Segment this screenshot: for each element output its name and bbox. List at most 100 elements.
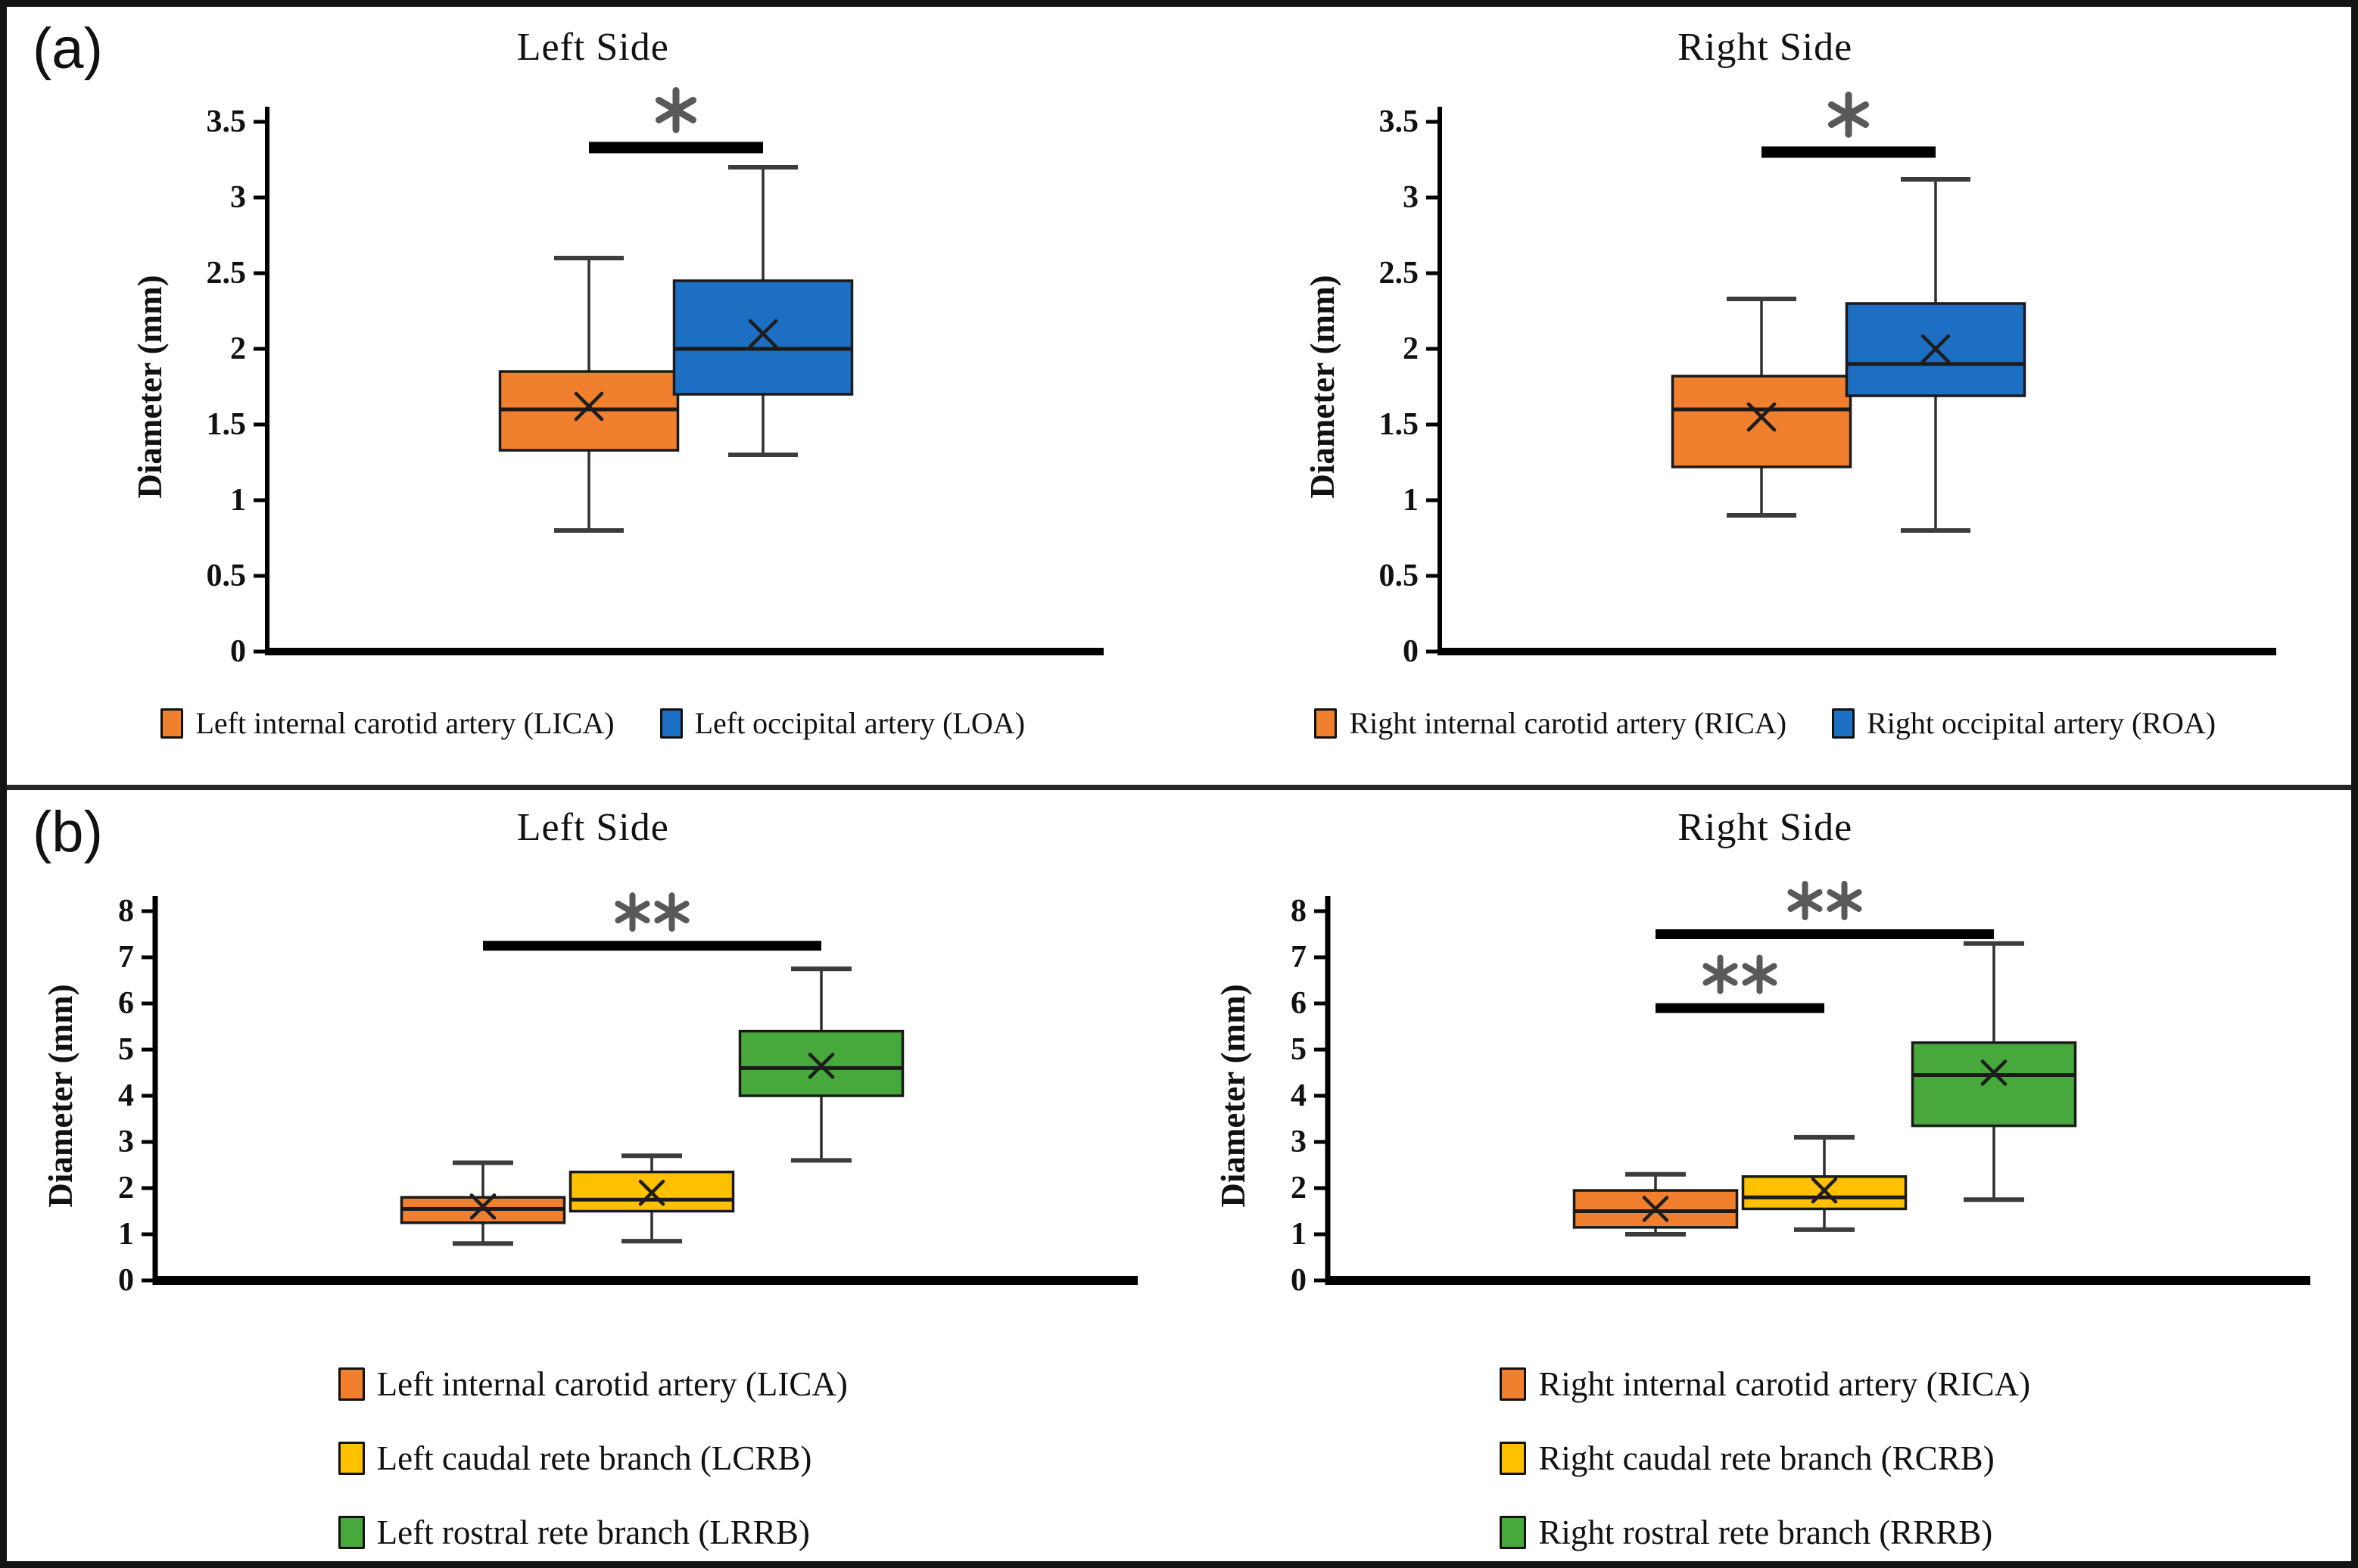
y-tick-label: 2	[1403, 331, 1419, 366]
panel-a-label: (a)	[33, 17, 103, 81]
asterisk-stroke	[1827, 101, 1869, 128]
y-tick-label: 2.5	[207, 256, 247, 291]
legend-swatch	[338, 1516, 365, 1549]
boxplot-b-left: 0 1 2 3 4 5 6 7 8 Diameter (mm)	[42, 892, 1139, 1298]
panel-b: (b) Left Side 0 1 2 3 4 5 6 7 8 Diameter (mm) Lef…	[7, 790, 2351, 1561]
mean-marker	[749, 319, 778, 349]
y-tick-label: 5	[118, 1032, 134, 1067]
y-tick-label: 1	[1291, 1217, 1307, 1252]
legend-item: Right internal carotid artery (RICA)	[1314, 705, 1786, 741]
plot-title-b-left: Left Side	[516, 806, 669, 849]
y-tick-label: 0.5	[1378, 558, 1419, 593]
y-tick-label: 0.5	[207, 558, 247, 593]
box-series	[499, 256, 680, 533]
legend-item: Right internal carotid artery (RICA)	[1500, 1364, 2030, 1404]
boxplot-b-right: 0 1 2 3 4 5 6 7 8 Diameter (mm)	[1214, 881, 2310, 1298]
y-tick-label: 1.5	[207, 407, 247, 442]
y-tick-label: 3	[1403, 180, 1419, 215]
significance-asterisk	[656, 87, 697, 133]
y-tick-label: 2.5	[1378, 256, 1419, 291]
box-series	[673, 165, 854, 457]
y-tick-label: 4	[1291, 1078, 1307, 1113]
y-tick-label: 0	[1291, 1263, 1307, 1298]
mean-marker	[808, 1053, 835, 1079]
legend-a-left: Left internal carotid artery (LICA) Left …	[160, 705, 1025, 741]
legend-label: Left internal carotid artery (LICA)	[376, 1365, 848, 1403]
boxplot-a-right: 0 0.5 1 1.5 2 2.5 3 3.5 Diameter (mm)	[1304, 92, 2276, 669]
legend-swatch	[1500, 1367, 1527, 1401]
y-tick-label: 8	[1291, 894, 1307, 929]
legend-label: Right internal carotid artery (RICA)	[1538, 1365, 2031, 1403]
box-series	[1845, 177, 2026, 533]
legend-item: Right rostral rete branch (RRRB)	[1500, 1513, 1992, 1552]
y-tick-label: 7	[1291, 940, 1307, 975]
legend-label: Right internal carotid artery (RICA)	[1349, 706, 1787, 740]
significance-asterisk	[1702, 954, 1738, 994]
y-tick-label: 6	[1291, 986, 1307, 1021]
significance-asterisk	[1827, 881, 1862, 920]
asterisk-stroke	[656, 97, 697, 123]
legend-item: Right occipital artery (ROA)	[1832, 705, 2216, 741]
box-series	[739, 966, 905, 1163]
y-tick-label: 3.5	[1378, 104, 1419, 139]
plot-a-right: Right Side 0 0.5 1 1.5 2 2.5 3 3.5 Diameter (mm)…	[1179, 7, 2352, 785]
panel-a: (a) Left Side 0 0.5 1 1.5 2 2.5 3 3.5 Diameter (…	[7, 7, 2351, 790]
asterisk-stroke	[1702, 963, 1738, 986]
panel-b-label: (b)	[33, 800, 103, 864]
boxplot-a-left: 0 0.5 1 1.5 2 2.5 3 3.5 Diameter (mm)	[131, 87, 1104, 669]
box	[1741, 1175, 1907, 1211]
legend-label: Left caudal rete branch (LCRB)	[376, 1439, 812, 1477]
y-tick-label: 1.5	[1378, 407, 1419, 442]
legend-item: Left internal carotid artery (LICA)	[160, 705, 615, 741]
significance-asterisk	[1742, 954, 1777, 994]
asterisk-stroke	[615, 901, 650, 924]
mean-marker	[1746, 402, 1776, 432]
y-tick-label: 3	[230, 180, 246, 215]
y-axis-title: Diameter (mm)	[1304, 275, 1341, 498]
legend-item: Left caudal rete branch (LCRB)	[338, 1439, 812, 1478]
y-tick-label: 3	[1291, 1125, 1307, 1159]
y-tick-label: 2	[230, 331, 246, 366]
legend-label: Right rostral rete branch (RRRB)	[1538, 1514, 1993, 1551]
y-tick-label: 2	[1291, 1171, 1307, 1206]
asterisk-stroke	[654, 901, 690, 924]
box	[673, 279, 854, 396]
plot-title-a-right: Right Side	[1677, 26, 1853, 69]
mean-marker	[575, 391, 604, 422]
y-tick-label: 1	[118, 1217, 134, 1252]
plot-a-left: Left Side 0 0.5 1 1.5 2 2.5 3 3.5 Diameter (mm) …	[7, 7, 1179, 785]
mean-marker	[1811, 1177, 1837, 1204]
y-axis-title: Diameter (mm)	[131, 275, 169, 498]
box-series	[1671, 297, 1852, 518]
legend-label: Left internal carotid artery (LICA)	[195, 706, 615, 740]
significance-asterisk	[1787, 881, 1823, 920]
box-series	[1911, 941, 2076, 1202]
y-axis-title: Diameter (mm)	[1214, 984, 1252, 1207]
legend-a-right: Right internal carotid artery (RICA) Righ…	[1314, 705, 2216, 741]
plot-title-b-right: Right Side	[1677, 806, 1853, 849]
plot-b-right: Right Side 0 1 2 3 4 5 6 7 8 Diameter (mm) Right …	[1179, 790, 2352, 1561]
mean-marker	[1980, 1059, 2007, 1086]
significance-asterisk	[615, 892, 650, 932]
y-axis-title: Diameter (mm)	[42, 984, 79, 1207]
legend-label: Left rostral rete branch (LRRB)	[376, 1514, 810, 1551]
legend-label: Left occipital artery (LOA)	[694, 706, 1026, 740]
significance-asterisk	[1827, 92, 1869, 138]
box	[1911, 1041, 2076, 1128]
box-series	[569, 1153, 735, 1244]
y-tick-label: 0	[230, 634, 246, 669]
legend-swatch	[1832, 708, 1855, 739]
y-tick-label: 6	[118, 986, 134, 1021]
legend-item: Left internal carotid artery (LICA)	[338, 1364, 848, 1404]
mean-marker	[1642, 1196, 1668, 1222]
legend-swatch	[1314, 708, 1338, 739]
y-tick-label: 5	[1291, 1032, 1307, 1067]
legend-b-left: Left internal carotid artery (LICA) Left …	[338, 1364, 848, 1552]
legend-label: Right caudal rete branch (RCRB)	[1538, 1439, 1995, 1477]
asterisk-stroke	[1787, 889, 1823, 912]
box-series	[1572, 1171, 1738, 1237]
legend-swatch	[338, 1442, 365, 1475]
legend-label: Right occipital artery (ROA)	[1867, 706, 2216, 740]
y-tick-label: 4	[118, 1078, 134, 1113]
